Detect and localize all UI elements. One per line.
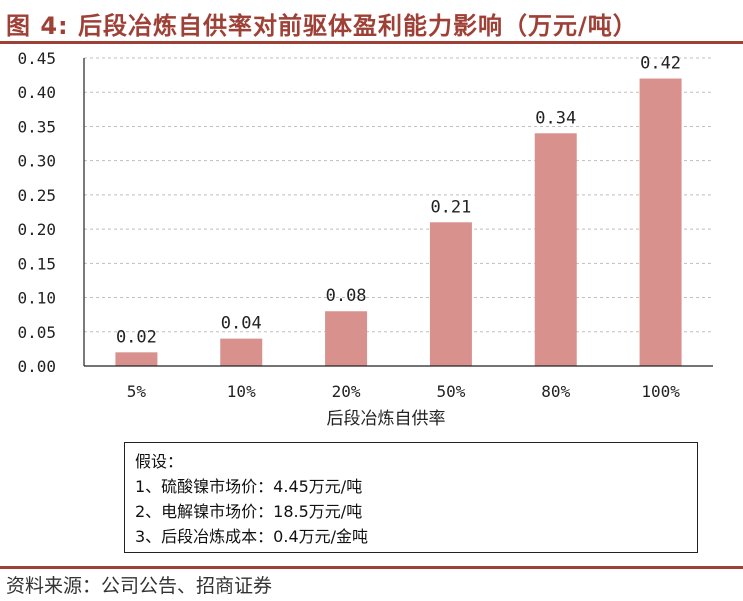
bar (534, 133, 577, 366)
labels: 0.00 0.05 0.10 0.15 0.20 0.25 0.30 0.35 0.40 0.45… (17, 49, 681, 429)
y-tick-label: 0.25 (17, 186, 56, 205)
y-tick-label: 0.15 (17, 254, 56, 273)
data-label: 0.42 (640, 54, 681, 74)
x-tick-label: 80% (541, 382, 570, 401)
footer-rule (0, 566, 743, 569)
axes (83, 58, 713, 367)
bar (639, 78, 682, 367)
y-tick-label: 0.40 (17, 83, 56, 102)
bars (115, 78, 682, 367)
x-tick-label: 50% (436, 382, 465, 401)
data-label: 0.21 (430, 197, 471, 217)
y-tick-label: 0.05 (17, 323, 56, 342)
assumption-line: 3、后段冶炼成本：0.4万元/金吨 (135, 527, 369, 546)
x-axis-title: 后段冶炼自供率 (327, 409, 446, 429)
bar (429, 222, 472, 366)
assumption-line: 2、电解镍市场价：18.5万元/吨 (135, 502, 363, 521)
assumption-line: 1、硫酸镍市场价：4.45万元/吨 (135, 477, 363, 496)
data-label: 0.02 (116, 327, 157, 347)
y-tick-label: 0.20 (17, 220, 56, 239)
x-tick-label: 100% (641, 382, 680, 401)
bar (115, 352, 158, 366)
y-tick-label: 0.10 (17, 289, 56, 308)
x-tick-label: 20% (332, 382, 361, 401)
figure-title: 图 4: 后段冶炼自供率对前驱体盈利能力影响（万元/吨） (6, 12, 638, 40)
assumptions-heading: 假设： (135, 452, 184, 471)
bar (325, 311, 368, 366)
source-note: 资料来源：公司公告、招商证券 (6, 575, 273, 597)
x-tick-label: 5% (127, 382, 147, 401)
y-tick-label: 0.45 (17, 49, 56, 68)
title-rule (0, 41, 743, 44)
grid-lines (84, 57, 713, 333)
bar (220, 338, 263, 366)
y-tick-label: 0.00 (17, 357, 56, 376)
bar-chart: 0.00 0.05 0.10 0.15 0.20 0.25 0.30 0.35 0.40 0.45… (17, 49, 713, 429)
data-label: 0.04 (221, 314, 262, 334)
x-tick-label: 10% (227, 382, 256, 401)
assumptions-box: 假设： 1、硫酸镍市场价：4.45万元/吨 2、电解镍市场价：18.5万元/吨 … (124, 442, 698, 553)
y-tick-label: 0.35 (17, 117, 56, 136)
y-tick-label: 0.30 (17, 152, 56, 171)
data-label: 0.08 (326, 286, 367, 306)
data-label: 0.34 (535, 108, 576, 128)
